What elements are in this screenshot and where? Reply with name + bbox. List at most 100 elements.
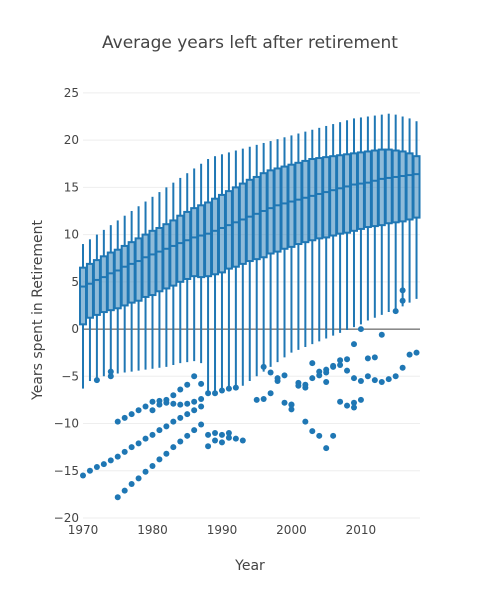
box-iqr — [294, 161, 303, 246]
box-iqr — [245, 178, 254, 263]
outlier-point — [198, 380, 205, 387]
box-iqr — [183, 210, 192, 280]
box-iqr — [398, 150, 407, 223]
box-iqr — [113, 248, 122, 310]
box-iqr — [322, 156, 331, 239]
outlier-point — [364, 373, 371, 380]
x-tick-label: 2000 — [276, 523, 307, 537]
outlier-point — [378, 378, 385, 385]
x-tick-label: 2010 — [346, 523, 377, 537]
box-iqr — [211, 197, 220, 276]
box-1980 — [148, 196, 157, 369]
box-2012 — [370, 115, 379, 318]
box-1978 — [134, 206, 143, 371]
outlier-point — [316, 372, 323, 379]
box-2018 — [412, 121, 421, 299]
outlier-point — [212, 429, 219, 436]
outlier-point — [156, 427, 163, 434]
box-2017 — [405, 118, 414, 303]
outlier-point — [350, 404, 357, 411]
outlier-point — [107, 373, 114, 380]
outlier-point — [121, 487, 128, 494]
outlier-point — [170, 444, 177, 451]
outlier-point — [260, 363, 267, 370]
outlier-point — [149, 407, 156, 414]
outlier-point — [295, 382, 302, 389]
box-1992 — [231, 150, 240, 388]
box-iqr — [162, 223, 171, 290]
outlier-point — [135, 407, 142, 414]
outlier-point — [163, 396, 170, 403]
outlier-point — [281, 399, 288, 406]
y-tick-label: −15 — [54, 464, 79, 478]
outlier-point — [149, 463, 156, 470]
outlier-point — [350, 399, 357, 406]
box-1982 — [162, 187, 171, 367]
outlier-point — [114, 418, 121, 425]
box-2004 — [315, 127, 324, 342]
outlier-point — [107, 368, 114, 375]
outlier-point — [93, 377, 100, 384]
outlier-point — [191, 373, 198, 380]
outlier-point — [225, 385, 232, 392]
outlier-point — [184, 432, 191, 439]
outlier-point — [267, 390, 274, 397]
outlier-point — [149, 398, 156, 405]
outlier-point — [323, 445, 330, 452]
box-1997 — [266, 141, 275, 367]
box-iqr — [384, 148, 393, 225]
box-iqr — [273, 167, 282, 253]
box-2006 — [329, 124, 338, 336]
outlier-point — [218, 431, 225, 438]
y-tick-label: 20 — [64, 133, 79, 147]
outlier-point — [170, 418, 177, 425]
box-1973 — [99, 229, 108, 377]
box-iqr — [329, 155, 338, 237]
outlier-point — [205, 390, 212, 397]
box-iqr — [127, 241, 136, 304]
outlier-point — [232, 384, 239, 391]
outlier-point — [135, 475, 142, 482]
x-tick-label: 1990 — [207, 523, 238, 537]
outlier-point — [128, 480, 135, 487]
box-iqr — [343, 153, 352, 234]
box-iqr — [266, 169, 275, 255]
x-axis-title: Year — [235, 558, 265, 574]
box-2007 — [336, 122, 345, 333]
outlier-point — [316, 432, 323, 439]
box-iqr — [204, 201, 213, 278]
y-tick-label: 0 — [71, 322, 79, 336]
box-iqr — [405, 152, 414, 221]
box-iqr — [356, 151, 365, 230]
box-1975 — [113, 220, 122, 374]
y-tick-label: −10 — [54, 417, 79, 431]
outlier-point — [364, 355, 371, 362]
chart-title: Average years left after retirement — [102, 33, 398, 53]
outlier-point — [177, 401, 184, 408]
box-iqr — [412, 155, 421, 219]
outlier-points — [80, 287, 420, 501]
outlier-point — [218, 439, 225, 446]
outlier-point — [128, 444, 135, 451]
outlier-point — [399, 297, 406, 304]
box-1989 — [211, 156, 220, 394]
outlier-point — [93, 463, 100, 470]
outlier-point — [142, 468, 149, 475]
outlier-point — [350, 341, 357, 348]
box-iqr — [259, 172, 268, 259]
box-1981 — [155, 192, 164, 368]
outlier-point — [198, 421, 205, 428]
y-tick-label: −5 — [61, 369, 79, 383]
box-1988 — [204, 159, 213, 396]
box-iqr — [363, 150, 372, 229]
box-2009 — [349, 118, 358, 328]
x-tick-label: 1970 — [68, 523, 99, 537]
box-1994 — [245, 146, 254, 382]
box-iqr — [308, 158, 317, 242]
box-iqr — [280, 165, 289, 250]
outlier-point — [309, 360, 316, 367]
outlier-point — [212, 390, 219, 397]
box-iqr — [120, 244, 129, 307]
outlier-point — [184, 381, 191, 388]
